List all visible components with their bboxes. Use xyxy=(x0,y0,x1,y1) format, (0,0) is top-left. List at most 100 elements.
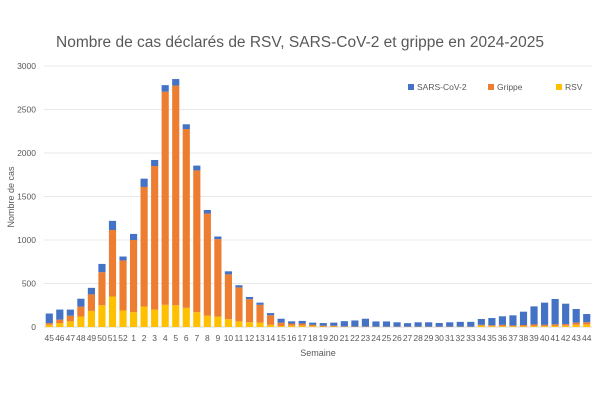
bar-rsv xyxy=(151,309,159,327)
x-tick-label: 47 xyxy=(66,333,76,343)
bar-sars-cov-2 xyxy=(298,320,306,324)
bar-sars-cov-2 xyxy=(98,263,106,273)
bar-rsv xyxy=(488,326,496,327)
legend-label: SARS-CoV-2 xyxy=(417,82,467,92)
y-tick-label: 2500 xyxy=(17,105,36,115)
bar-sars-cov-2 xyxy=(372,321,380,327)
x-tick-label: 41 xyxy=(550,333,560,343)
bar-rsv xyxy=(509,326,517,327)
bar-sars-cov-2 xyxy=(161,85,169,92)
bar-sars-cov-2 xyxy=(256,302,264,305)
x-tick-label: 11 xyxy=(235,333,244,343)
bar-rsv xyxy=(77,316,85,327)
bar-sars-cov-2 xyxy=(435,322,443,327)
x-tick-label: 33 xyxy=(466,333,476,343)
bar-rsv xyxy=(572,324,580,327)
bar-rsv xyxy=(519,326,528,327)
bar-sars-cov-2 xyxy=(414,322,422,327)
bar-grippe xyxy=(488,325,496,327)
bar-rsv xyxy=(477,325,485,327)
x-tick-label: 38 xyxy=(519,333,529,343)
legend-swatch xyxy=(408,84,414,90)
x-tick-label: 17 xyxy=(297,333,307,343)
y-axis-label: Nombre de cas xyxy=(6,166,16,228)
x-tick-label: 29 xyxy=(424,333,434,343)
bar-rsv xyxy=(551,325,559,327)
x-tick-label: 44 xyxy=(582,333,592,343)
bar-grippe xyxy=(245,299,254,323)
bar-sars-cov-2 xyxy=(351,320,359,327)
bar-sars-cov-2 xyxy=(193,165,201,171)
bar-grippe xyxy=(203,213,211,316)
bar-grippe xyxy=(214,239,222,317)
x-tick-label: 5 xyxy=(173,333,178,343)
legend-label: Grippe xyxy=(497,82,523,92)
bar-rsv xyxy=(540,326,549,327)
bar-sars-cov-2 xyxy=(266,313,275,316)
bar-rsv xyxy=(266,324,275,327)
bar-sars-cov-2 xyxy=(403,323,412,327)
bar-rsv xyxy=(56,323,64,327)
bar-grippe xyxy=(498,324,507,327)
x-tick-label: 7 xyxy=(194,333,199,343)
bar-rsv xyxy=(224,319,233,327)
bar-grippe xyxy=(298,323,306,326)
bar-grippe xyxy=(45,323,53,325)
bar-sars-cov-2 xyxy=(87,287,96,295)
bar-sars-cov-2 xyxy=(235,285,243,288)
x-tick-label: 37 xyxy=(508,333,518,343)
bar-sars-cov-2 xyxy=(319,323,327,326)
bar-sars-cov-2 xyxy=(456,321,464,327)
bar-rsv xyxy=(129,312,138,327)
x-tick-label: 42 xyxy=(561,333,571,343)
x-tick-label: 46 xyxy=(55,333,65,343)
bar-rsv xyxy=(288,325,296,327)
bar-grippe xyxy=(519,324,528,327)
bar-sars-cov-2 xyxy=(361,318,370,327)
bar-sars-cov-2 xyxy=(56,309,64,320)
bar-sars-cov-2 xyxy=(214,236,222,240)
x-tick-label: 6 xyxy=(184,333,189,343)
bar-rsv xyxy=(498,326,507,327)
bar-grippe xyxy=(193,170,201,313)
x-tick-label: 16 xyxy=(287,333,297,343)
bar-grippe xyxy=(509,325,517,327)
x-tick-label: 34 xyxy=(477,333,487,343)
bar-sars-cov-2 xyxy=(498,316,507,325)
bar-sars-cov-2 xyxy=(562,303,570,325)
bar-rsv xyxy=(256,322,264,327)
bar-sars-cov-2 xyxy=(245,296,254,300)
bar-sars-cov-2 xyxy=(530,306,538,325)
x-tick-label: 3 xyxy=(152,333,157,343)
x-tick-label: 19 xyxy=(319,333,329,343)
bar-rsv xyxy=(66,321,74,327)
x-tick-label: 10 xyxy=(224,333,234,343)
x-tick-label: 45 xyxy=(45,333,55,343)
bar-grippe xyxy=(288,323,296,326)
x-tick-label: 39 xyxy=(529,333,539,343)
bar-sars-cov-2 xyxy=(77,298,85,307)
bar-sars-cov-2 xyxy=(66,309,74,316)
bar-grippe xyxy=(477,324,485,326)
bar-sars-cov-2 xyxy=(172,79,180,86)
x-tick-label: 18 xyxy=(308,333,318,343)
bar-grippe xyxy=(330,325,338,327)
x-tick-label: 35 xyxy=(487,333,497,343)
x-tick-label: 40 xyxy=(540,333,550,343)
bar-rsv xyxy=(277,326,285,327)
y-tick-label: 3000 xyxy=(17,61,36,71)
bar-grippe xyxy=(129,240,138,313)
bar-sars-cov-2 xyxy=(309,322,317,325)
bar-grippe xyxy=(551,324,559,326)
bar-sars-cov-2 xyxy=(330,322,338,326)
bar-sars-cov-2 xyxy=(446,322,454,327)
x-tick-label: 50 xyxy=(97,333,107,343)
bar-sars-cov-2 xyxy=(151,159,159,167)
x-tick-label: 20 xyxy=(329,333,339,343)
x-tick-label: 27 xyxy=(403,333,413,343)
bar-grippe xyxy=(77,306,85,317)
bar-sars-cov-2 xyxy=(140,178,148,187)
bar-rsv xyxy=(140,306,148,327)
bar-rsv xyxy=(214,316,222,327)
bar-sars-cov-2 xyxy=(288,321,296,324)
